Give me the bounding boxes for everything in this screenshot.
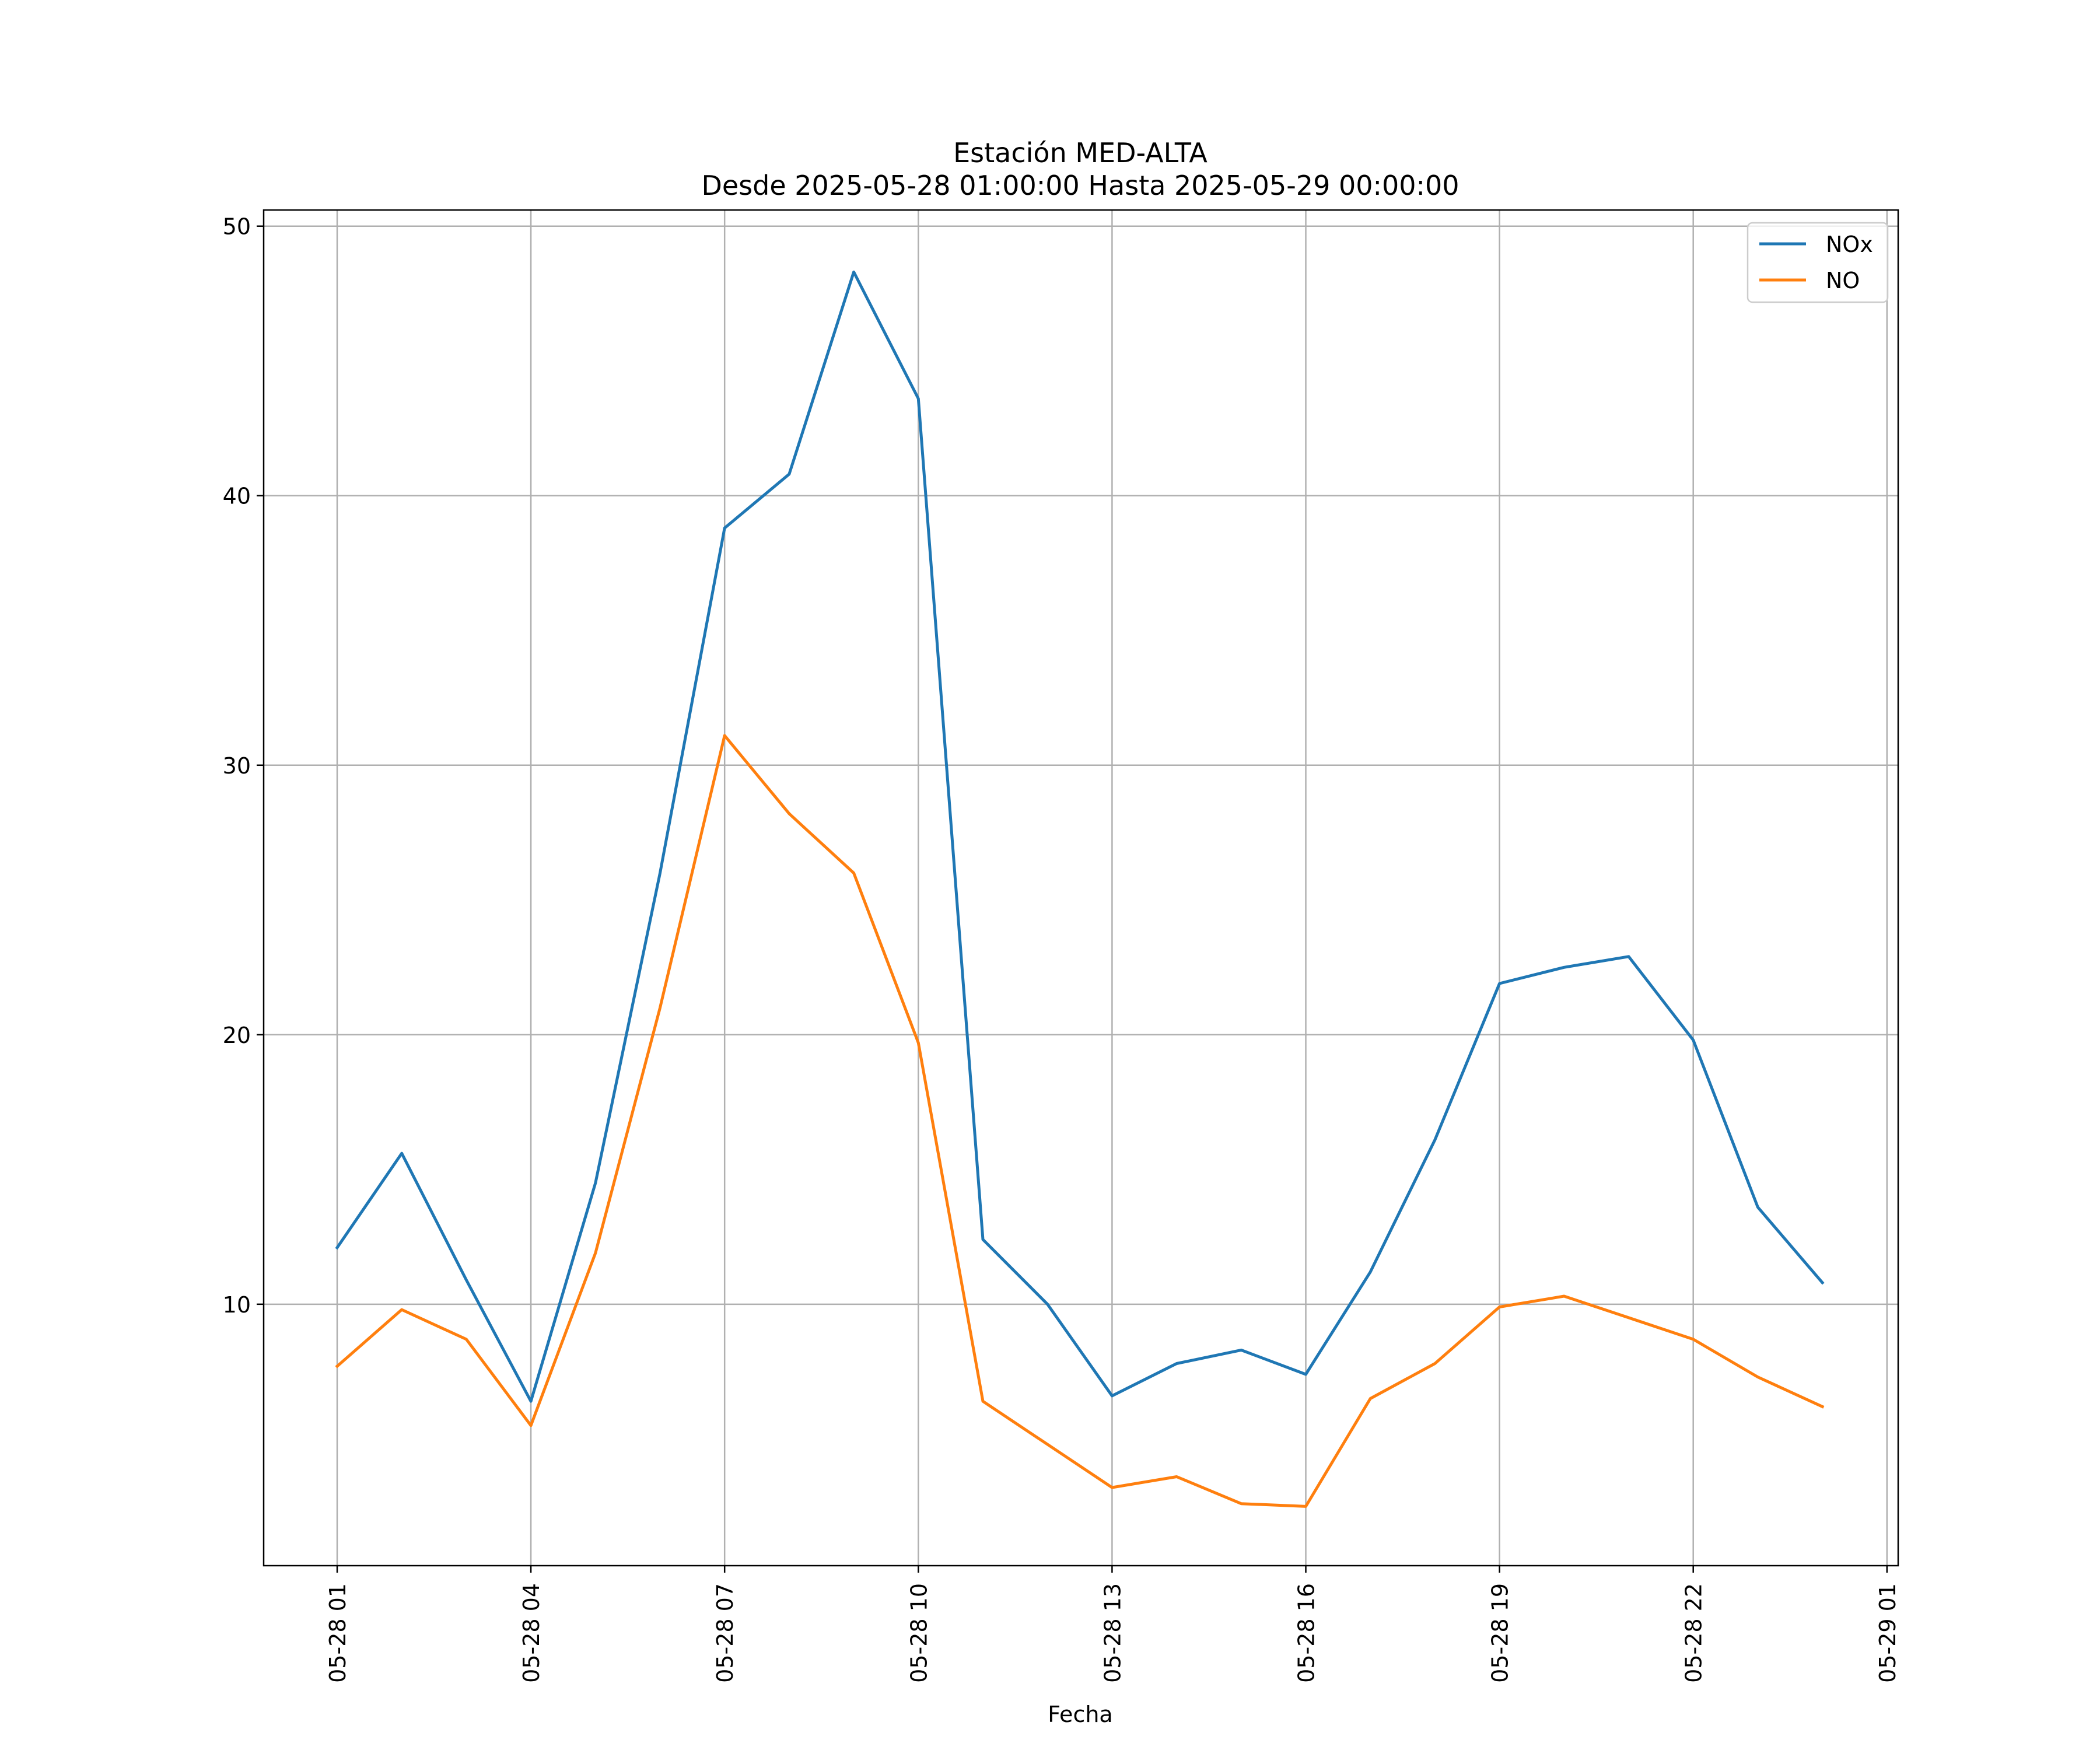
axes-frame xyxy=(262,209,1899,1567)
legend: NOx NO xyxy=(1746,222,1889,303)
x-axis-ticks: 05-28 01 05-28 04 05-28 07 05-28 10 05-28 13… xyxy=(325,1566,1901,1683)
x-tick-label: 05-28 13 xyxy=(1100,1583,1125,1683)
series-line-nox xyxy=(335,270,1825,1403)
legend-label-no: NO xyxy=(1826,268,1860,293)
y-tick-label: 20 xyxy=(223,1023,251,1048)
series-line-no xyxy=(335,734,1825,1508)
y-axis-ticks: 10 20 30 40 50 xyxy=(223,214,264,1318)
x-tick-label: 05-28 07 xyxy=(712,1583,738,1683)
x-tick-label: 05-28 04 xyxy=(519,1583,544,1683)
y-tick-label: 40 xyxy=(223,484,251,509)
legend-label-nox: NOx xyxy=(1826,232,1873,257)
chart-title: Estación MED-ALTA xyxy=(953,137,1208,169)
x-tick-label: 05-28 19 xyxy=(1488,1583,1513,1683)
y-tick-label: 50 xyxy=(223,214,251,240)
x-tick-label: 05-28 01 xyxy=(325,1583,351,1683)
chart-subtitle: Desde 2025-05-28 01:00:00 Hasta 2025-05-… xyxy=(701,170,1459,201)
x-tick-label: 05-28 22 xyxy=(1681,1583,1707,1683)
series-lines xyxy=(335,270,1825,1508)
y-tick-label: 10 xyxy=(223,1292,251,1318)
grid-lines xyxy=(264,210,1898,1566)
x-tick-label: 05-28 16 xyxy=(1294,1583,1320,1683)
x-tick-label: 05-28 10 xyxy=(906,1583,932,1683)
x-tick-label: 05-29 01 xyxy=(1875,1583,1901,1683)
y-tick-label: 30 xyxy=(223,753,251,779)
x-axis-label: Fecha xyxy=(1048,1702,1112,1727)
